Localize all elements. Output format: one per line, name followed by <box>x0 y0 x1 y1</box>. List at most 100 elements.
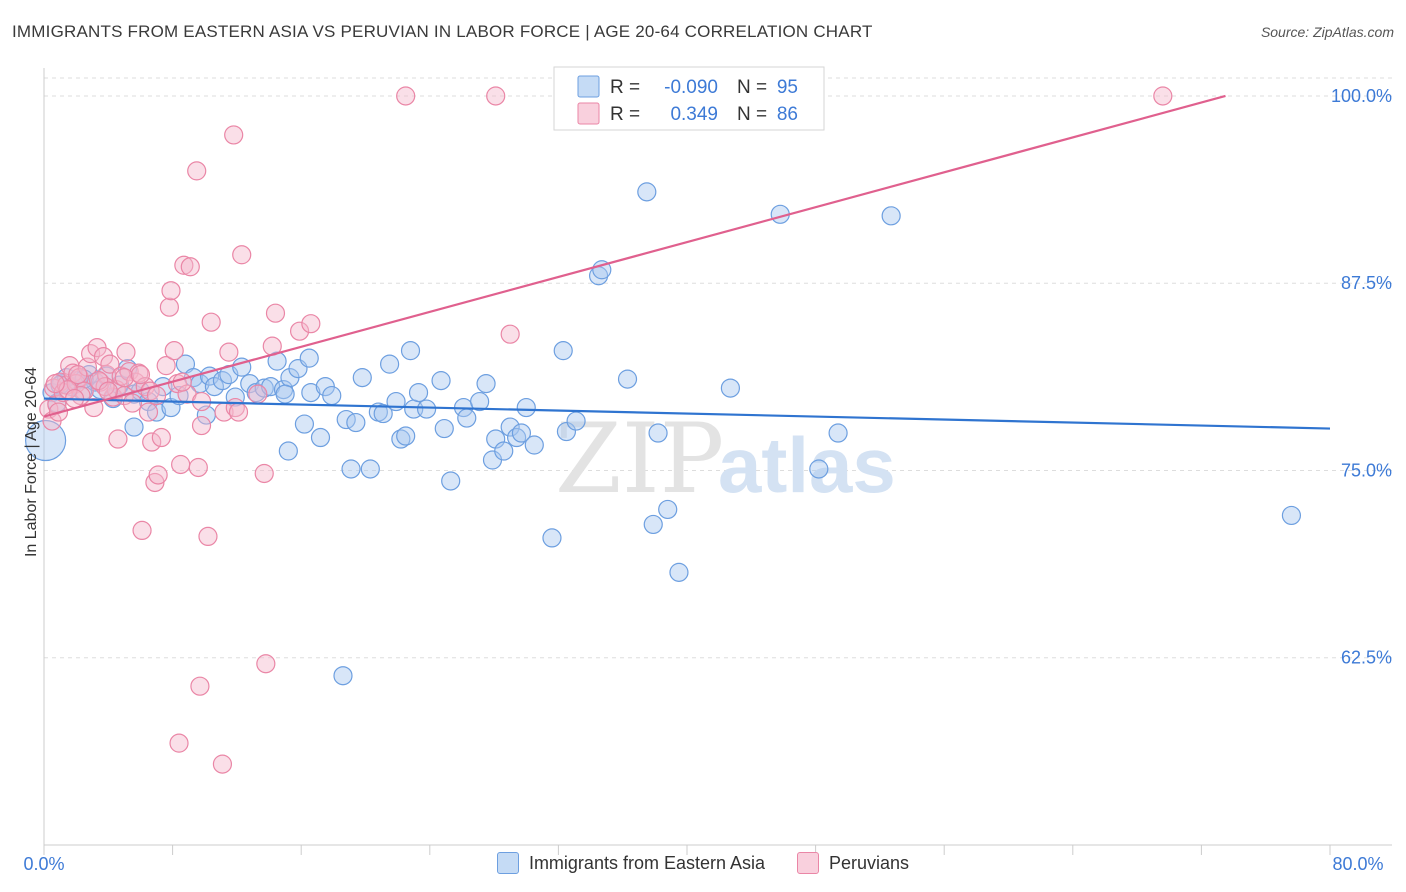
point-eastern-asia <box>566 411 586 431</box>
legend-item-peruvians[interactable]: Peruvians <box>797 852 909 874</box>
watermark-atlas: atlas <box>718 421 896 509</box>
point-peruvian <box>116 342 136 362</box>
stats-r-value-1: -0.090 <box>664 77 718 98</box>
stats-n-value-1: 95 <box>777 77 798 98</box>
point-peruvian <box>232 245 252 265</box>
point-eastern-asia <box>617 369 638 389</box>
stats-n-value-2: 86 <box>777 104 798 125</box>
legend-label-eastern-asia: Immigrants from Eastern Asia <box>528 852 766 873</box>
stats-swatch-pink <box>577 102 600 125</box>
trend-lines <box>43 94 1331 430</box>
y-axis-label: In Labor Force | Age 20-64 <box>23 367 40 557</box>
point-peruvian <box>171 454 191 475</box>
point-eastern-asia <box>199 366 220 386</box>
point-peruvian <box>108 429 128 449</box>
point-peruvian <box>256 654 276 674</box>
tick-labels: 62.5% 75.0% 87.5% 100.0% 0.0% 80.0% <box>23 86 1392 874</box>
point-peruvian <box>248 384 268 404</box>
point-peruvian <box>187 161 207 181</box>
y-tick-label: 87.5% <box>1341 273 1392 293</box>
point-peruvian <box>190 676 210 696</box>
point-eastern-asia <box>225 387 245 407</box>
point-eastern-asia <box>333 666 353 686</box>
point-eastern-asia <box>310 427 331 448</box>
legend-swatch-pink <box>797 852 820 874</box>
point-peruvian <box>142 432 162 452</box>
point-eastern-asia <box>1281 505 1302 526</box>
y-tick-label: 100.0% <box>1331 86 1392 106</box>
point-peruvian <box>191 415 212 436</box>
stats-legend: R = -0.090 N = 95 R = 0.349 N = 86 <box>553 66 825 131</box>
point-eastern-asia <box>25 419 67 462</box>
point-peruvian <box>100 354 120 374</box>
point-eastern-asia <box>592 260 612 280</box>
point-peruvian <box>212 754 233 774</box>
stats-n-label-2: N = <box>737 104 767 125</box>
point-peruvian <box>159 297 179 317</box>
point-eastern-asia <box>322 385 342 406</box>
point-peruvian <box>114 368 134 388</box>
point-eastern-asia <box>637 182 657 202</box>
data-points <box>25 86 1302 774</box>
point-eastern-asia <box>720 378 741 398</box>
point-peruvian <box>1153 86 1173 106</box>
chart-title: IMMIGRANTS FROM EASTERN ASIA VS PERUVIAN… <box>12 22 873 41</box>
point-peruvian <box>228 402 249 422</box>
point-eastern-asia <box>542 528 562 548</box>
point-peruvian <box>219 342 239 362</box>
point-peruvian <box>156 356 176 376</box>
point-peruvian <box>172 372 192 392</box>
stats-r-value-2: 0.349 <box>670 104 718 125</box>
point-peruvian <box>151 427 171 448</box>
source-label: Source: ZipAtlas.com <box>1260 24 1394 40</box>
point-peruvian <box>89 371 109 391</box>
point-eastern-asia <box>267 351 287 371</box>
point-peruvian <box>148 465 168 485</box>
y-tick-label: 62.5% <box>1341 648 1392 668</box>
point-peruvian <box>161 281 181 301</box>
point-eastern-asia <box>275 384 295 404</box>
point-peruvian <box>68 365 88 385</box>
y-tick-label: 75.0% <box>1341 460 1392 480</box>
point-eastern-asia <box>881 206 901 226</box>
legend-label-peruvians: Peruvians <box>829 852 910 873</box>
point-eastern-asia <box>516 397 536 418</box>
stats-r-label-1: R = <box>610 77 640 98</box>
point-peruvian <box>130 365 151 385</box>
point-eastern-asia <box>441 471 461 491</box>
point-eastern-asia <box>294 414 315 434</box>
legend-swatch-blue <box>496 852 519 874</box>
point-peruvian <box>265 303 286 323</box>
point-peruvian <box>174 255 194 275</box>
point-eastern-asia <box>511 423 532 443</box>
point-peruvian <box>486 86 506 106</box>
point-peruvian <box>301 314 321 334</box>
point-peruvian <box>132 520 152 541</box>
point-eastern-asia <box>476 374 496 394</box>
point-peruvian <box>45 374 65 394</box>
point-peruvian <box>188 457 208 478</box>
legend-item-eastern-asia[interactable]: Immigrants from Eastern Asia <box>496 852 766 874</box>
point-eastern-asia <box>301 382 321 403</box>
stats-n-label-1: N = <box>737 77 767 98</box>
point-eastern-asia <box>146 402 167 422</box>
point-eastern-asia <box>494 441 514 461</box>
point-eastern-asia <box>643 514 663 535</box>
stats-r-label-2: R = <box>610 104 640 125</box>
x-tick-label-max: 80.0% <box>1332 854 1383 874</box>
point-eastern-asia <box>470 391 490 412</box>
point-eastern-asia <box>669 562 689 582</box>
point-eastern-asia <box>500 417 520 437</box>
point-eastern-asia <box>408 382 429 403</box>
point-eastern-asia <box>400 341 421 361</box>
point-peruvian <box>500 324 520 344</box>
point-peruvian <box>122 393 143 413</box>
point-eastern-asia <box>278 441 298 461</box>
point-eastern-asia <box>416 399 437 419</box>
point-eastern-asia <box>457 408 477 428</box>
axes <box>43 68 1392 855</box>
point-eastern-asia <box>648 423 668 443</box>
point-peruvian <box>198 526 218 547</box>
point-eastern-asia <box>431 371 451 391</box>
